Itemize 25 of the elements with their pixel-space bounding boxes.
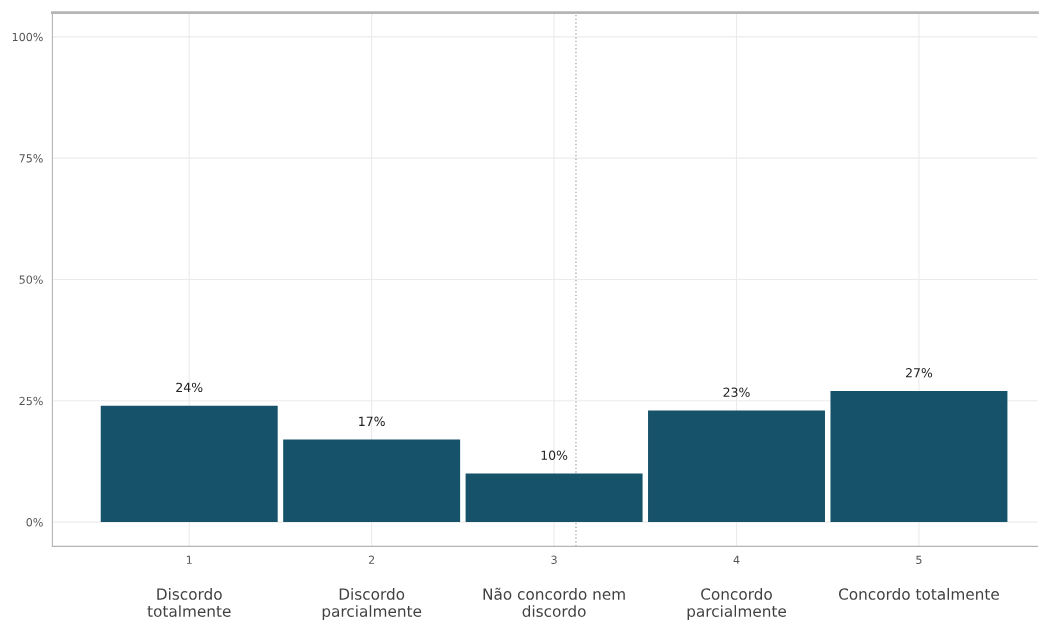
bar — [283, 439, 461, 523]
y-tick-label: 25% — [19, 396, 43, 406]
text: Discordo parcialmente — [322, 588, 422, 620]
x-tick-label: 2 — [368, 555, 375, 564]
y-tick-label: 100% — [12, 32, 43, 42]
data-label: 17% — [359, 416, 385, 427]
x-tick-label: 1 — [186, 555, 192, 564]
data-label: 23% — [723, 387, 750, 397]
x-tick-label: 3 — [551, 555, 557, 564]
text: Concordo totalmente — [838, 588, 999, 600]
bar — [830, 391, 1008, 523]
data-label: 24% — [176, 382, 203, 393]
text: Discordo totalmente — [147, 588, 231, 617]
x-tick-label: 5 — [916, 555, 922, 564]
y-tick-label: 50% — [19, 275, 43, 284]
data-label: 10% — [541, 450, 568, 461]
bar — [465, 473, 643, 523]
data-label: 27% — [905, 368, 933, 378]
bar — [648, 410, 825, 523]
y-tick-label: 0% — [26, 518, 43, 527]
text: Não concordo nem discordo — [483, 587, 625, 617]
y-tick-label: 75% — [19, 154, 43, 163]
x-tick-label: 4 — [733, 555, 740, 564]
text: Concordo parcialmente — [687, 588, 786, 620]
bar — [100, 405, 278, 523]
